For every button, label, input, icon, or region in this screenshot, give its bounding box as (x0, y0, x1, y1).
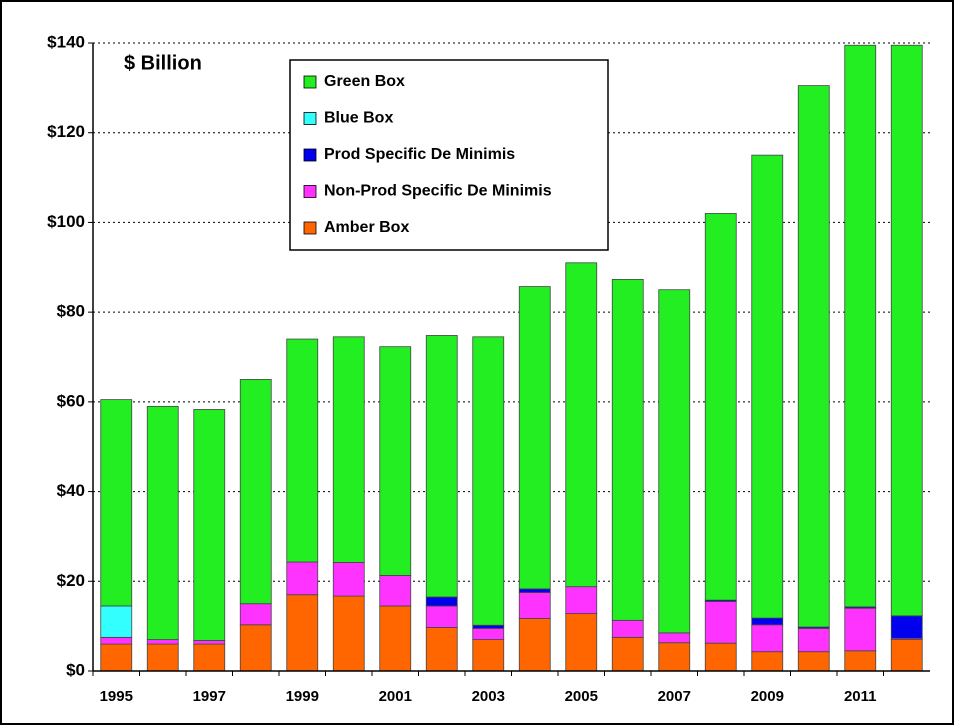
bar-segment (565, 262, 598, 588)
bar-segment (658, 632, 691, 644)
bar-segment (844, 650, 877, 672)
bar-segment (472, 624, 505, 629)
bar-segment (518, 592, 551, 619)
bar-segment (379, 605, 412, 672)
bar-segment (239, 603, 272, 626)
bar-segment (100, 636, 133, 645)
y-tick-label: $0 (66, 660, 85, 679)
legend-swatch (303, 221, 317, 235)
bar-segment (425, 627, 458, 672)
bar-segment (146, 639, 179, 645)
bar-segment (425, 596, 458, 607)
bar-segment (611, 636, 644, 672)
bar-segment (472, 639, 505, 672)
bar-segment (844, 607, 877, 652)
bar-segment (751, 617, 784, 626)
y-tick-label: $120 (47, 122, 85, 141)
bar-segment (472, 336, 505, 626)
x-tick-label: 1995 (100, 688, 133, 705)
legend-label: Prod Specific De Minimis (324, 146, 515, 163)
bar-segment (100, 605, 133, 638)
y-tick-label: $60 (57, 391, 85, 410)
y-tick-label: $80 (57, 302, 85, 321)
bar-segment (565, 613, 598, 672)
bar-segment (193, 643, 226, 672)
bar-segment (611, 619, 644, 638)
x-tick-label: 2011 (844, 688, 877, 705)
x-tick-label: 2007 (658, 688, 691, 705)
bar-segment (425, 335, 458, 598)
bar-segment (890, 639, 923, 672)
bar-segment (611, 278, 644, 621)
bar-segment (332, 562, 365, 597)
bar-segment (332, 595, 365, 672)
annotation: $ Billion (124, 52, 202, 74)
bar-segment (286, 594, 319, 672)
legend-swatch (303, 112, 317, 125)
bar-segment (239, 624, 272, 672)
x-tick-label: 1999 (286, 688, 319, 705)
bar-segment (239, 379, 272, 605)
bar-segment (379, 346, 412, 576)
bar-segment (890, 615, 923, 639)
bar-segment (751, 651, 784, 672)
legend-box (289, 59, 609, 251)
bar-segment (193, 409, 226, 641)
x-tick-label: 2001 (379, 688, 412, 705)
legend-swatch (303, 185, 317, 198)
bar-segment (193, 640, 226, 645)
bar-segment (704, 642, 737, 672)
bar-segment (472, 627, 505, 641)
bar-segment (518, 588, 551, 593)
legend-label: Amber Box (324, 219, 409, 236)
bar-segment (425, 605, 458, 628)
x-tick-label: 1997 (193, 688, 226, 705)
bar-segment (751, 624, 784, 653)
bar-segment (518, 286, 551, 590)
bar-segment (797, 651, 830, 672)
bar-segment (286, 338, 319, 563)
x-tick-label: 2009 (751, 688, 784, 705)
y-tick-label: $40 (57, 481, 85, 500)
bar-segment (844, 44, 877, 608)
x-tick-label: 2005 (565, 688, 598, 705)
legend-label: Non-Prod Specific De Minimis (324, 183, 552, 200)
bar-segment (100, 643, 133, 672)
bar-segment (797, 85, 830, 628)
bar-segment (146, 405, 179, 641)
bar-segment (751, 154, 784, 619)
bar-segment (518, 618, 551, 672)
bar-segment (332, 336, 365, 563)
y-tick-label: $20 (57, 571, 85, 590)
bar-segment (100, 399, 133, 607)
bar-segment (379, 575, 412, 607)
bar-segment (146, 643, 179, 672)
bar-segment (658, 289, 691, 634)
legend-swatch (303, 148, 317, 162)
legend-label: Green Box (324, 73, 405, 90)
x-tick-label: 2003 (472, 688, 505, 705)
y-tick-label: $100 (47, 212, 85, 231)
bar-segment (704, 601, 737, 644)
bar-segment (658, 642, 691, 672)
legend-label: Blue Box (324, 110, 393, 127)
bar-segment (890, 44, 923, 617)
bar-segment (286, 561, 319, 596)
y-tick-label: $140 (47, 32, 85, 51)
bar-segment (565, 586, 598, 614)
bar-segment (797, 627, 830, 653)
legend-swatch (303, 75, 317, 89)
bar-segment (704, 213, 737, 601)
